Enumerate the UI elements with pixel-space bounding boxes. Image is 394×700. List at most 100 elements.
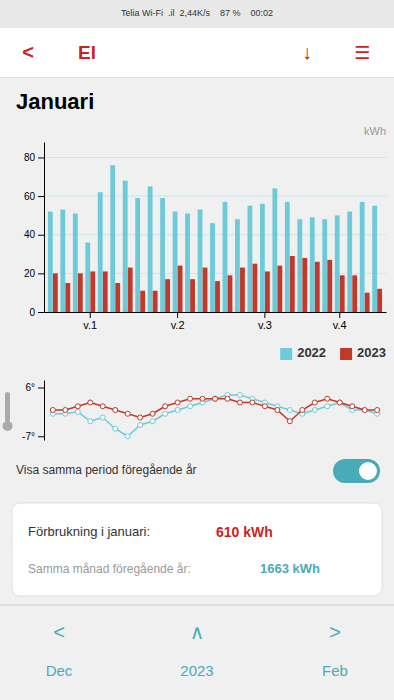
bar [277,266,282,312]
grid-line [44,157,386,158]
download-button[interactable]: ↓ [302,41,312,63]
point [237,400,242,405]
tick-label: 40 [24,229,36,240]
bar [228,275,233,312]
nav-label[interactable]: Dec [46,662,73,679]
bar [302,258,307,312]
tick-label: v.2 [171,319,185,331]
bar [248,206,253,312]
grid [44,157,386,312]
tick: 0 [29,307,44,318]
bar [140,291,145,312]
point [375,408,380,413]
bar [78,273,83,312]
back-button[interactable]: < [22,41,34,63]
bar [360,202,365,312]
bar [253,264,258,312]
bar [178,266,183,312]
app-screen: Telia Wi-Fi .il 2,44K/s 87 % 00:02<El↓☰J… [0,0,394,700]
tick-label: 80 [24,152,36,163]
point [125,411,130,416]
point [237,393,242,398]
bars [48,165,382,312]
menu-button[interactable]: ☰ [354,43,370,63]
previous-value: 1663 kWh [260,561,320,576]
background [0,0,394,700]
bar [203,268,208,312]
legend-item: 2023 [340,345,386,360]
tick-mark [339,312,340,318]
legend: 2022 2023 [280,345,386,360]
nav-arrow[interactable]: < [53,621,65,643]
tick: 60 [24,191,44,202]
tick-mark [177,312,178,318]
nav-arrow[interactable]: ∧ [190,621,205,643]
consumption-label: Förbrukning i januari: [28,524,150,539]
bar [335,215,340,312]
axis-label: kWh [364,125,386,137]
point [150,419,155,424]
point [287,419,292,424]
bar [198,210,203,312]
grid-line [44,312,386,313]
nav-separator [0,605,394,606]
point [275,408,280,413]
bar [322,219,327,312]
bar [135,198,140,312]
nav-label[interactable]: 2023 [180,662,213,679]
point [250,400,255,405]
bar [272,188,277,312]
bar [265,271,270,312]
bar [60,210,65,312]
tick-mark [264,312,265,318]
bar [148,186,153,312]
tick-mark [38,157,44,158]
header-title: El [78,42,96,63]
bar [377,289,382,312]
bar [223,202,228,312]
tick-label: v.3 [258,319,272,331]
point [200,396,205,401]
nav-label[interactable]: Feb [322,662,348,679]
legend-item: 2022 [280,345,326,360]
tick-mark [38,436,44,437]
tick-label: v.4 [333,319,347,331]
lines [50,393,379,439]
status-bar [0,0,394,28]
bar [85,242,90,312]
point [337,400,342,405]
point [163,404,168,409]
bar [65,283,70,312]
bar [128,268,133,312]
nav-arrow[interactable]: > [329,621,341,643]
point [88,400,93,405]
point [125,434,130,439]
summary-card [12,503,382,596]
bar [98,192,103,312]
point [213,396,218,401]
bar [103,271,108,312]
point [163,411,168,416]
bar [315,262,320,312]
grid-line [44,234,386,235]
bar [290,256,295,312]
toggle-switch[interactable] [333,459,380,483]
tick: v.1 [83,312,97,331]
point [362,408,367,413]
point [300,408,305,413]
bar [190,279,195,312]
bar [365,293,370,312]
bar [123,181,128,312]
previous-label: Samma månad föregående år: [28,562,191,576]
point [337,400,342,405]
tick-label: 60 [24,191,36,202]
thermometer-icon [3,392,13,431]
point [100,404,105,409]
point [262,404,267,409]
point [138,415,143,420]
bar [173,212,178,312]
header-bar [0,28,394,78]
bar [310,217,315,312]
bar [235,219,240,312]
tick-mark [38,388,44,389]
